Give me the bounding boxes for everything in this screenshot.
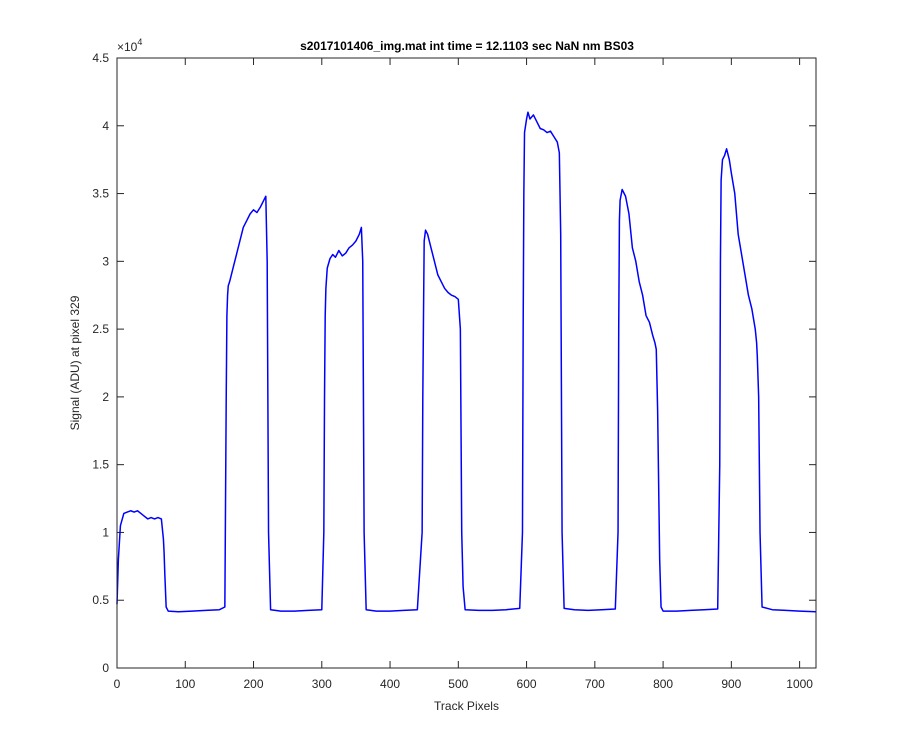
x-tick-label: 200 bbox=[244, 677, 264, 691]
y-tick-label: 3.5 bbox=[92, 187, 109, 201]
y-axis-exponent: ×104 bbox=[117, 37, 142, 54]
y-tick-label: 0.5 bbox=[92, 593, 109, 607]
y-tick-label: 4 bbox=[102, 119, 109, 133]
y-tick-label: 4.5 bbox=[92, 51, 109, 65]
y-exponent-base: ×10 bbox=[117, 40, 138, 54]
x-tick-label: 1000 bbox=[786, 677, 813, 691]
x-tick-label: 500 bbox=[448, 677, 468, 691]
x-tick-label: 900 bbox=[721, 677, 741, 691]
y-axis-label: Signal (ADU) at pixel 329 bbox=[68, 295, 82, 430]
y-axis: 0 0.5 1 1.5 2 2.5 3 3.5 4 4.5 bbox=[92, 51, 816, 675]
y-tick-label: 0 bbox=[102, 661, 109, 675]
x-axis-label: Track Pixels bbox=[434, 699, 499, 713]
y-exponent-power: 4 bbox=[137, 37, 142, 47]
signal-series-line bbox=[116, 111, 817, 613]
plot-area bbox=[117, 58, 816, 668]
x-tick-label: 400 bbox=[380, 677, 400, 691]
y-tick-label: 2 bbox=[102, 390, 109, 404]
x-tick-label: 100 bbox=[175, 677, 195, 691]
chart-title: s2017101406_img.mat int time = 12.1103 s… bbox=[300, 39, 634, 53]
x-tick-label: 0 bbox=[114, 677, 121, 691]
y-tick-label: 3 bbox=[102, 254, 109, 268]
y-tick-label: 2.5 bbox=[92, 322, 109, 336]
x-tick-label: 800 bbox=[653, 677, 673, 691]
x-axis: 0 100 200 300 400 500 600 700 800 900 1000 bbox=[114, 58, 813, 691]
x-tick-label: 300 bbox=[312, 677, 332, 691]
x-tick-label: 700 bbox=[585, 677, 605, 691]
y-tick-label: 1 bbox=[102, 525, 109, 539]
x-tick-label: 600 bbox=[517, 677, 537, 691]
plot-border bbox=[116, 57, 817, 669]
y-tick-label: 1.5 bbox=[92, 458, 109, 472]
